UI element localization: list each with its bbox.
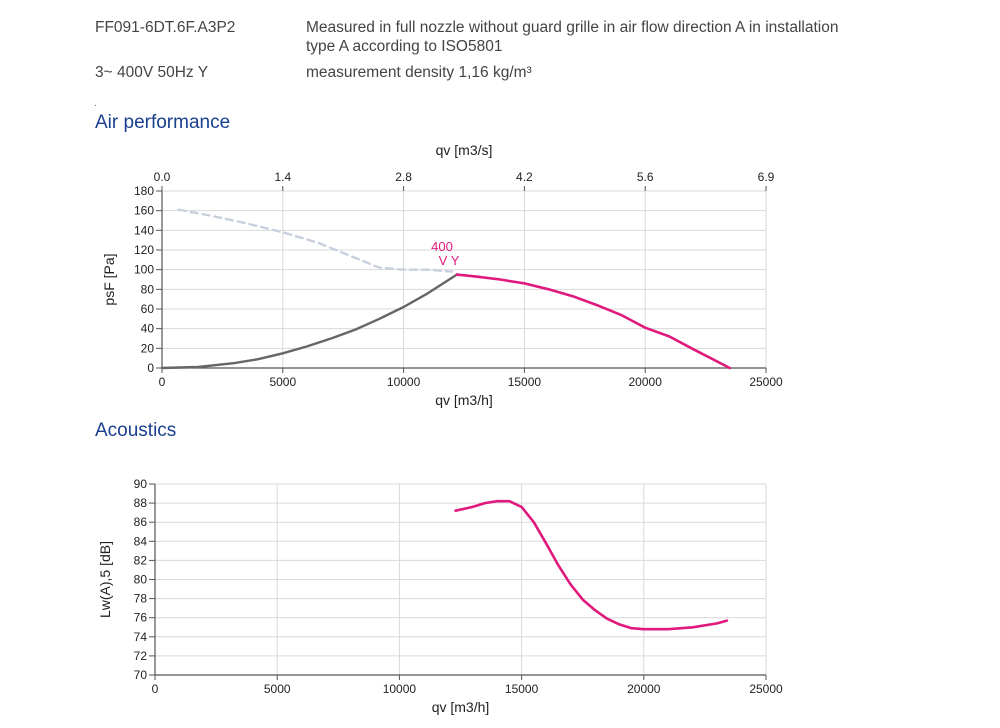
air-x2-tick-label: 1.4 <box>274 170 291 184</box>
air-y-axis-title: psF [Pa] <box>101 253 117 305</box>
acoustics-x-tick-label: 10000 <box>383 682 417 696</box>
air-x2-axis-title: qv [m3/s] <box>436 142 493 158</box>
air-x-tick-label: 15000 <box>508 375 542 389</box>
air-x2-tick-label: 6.9 <box>758 170 775 184</box>
model-number: FF091-6DT.6F.A3P2 <box>95 19 236 36</box>
measurement-description-line1: Measured in full nozzle without guard gr… <box>306 19 839 36</box>
acoustics-y-tick-label: 80 <box>134 573 148 587</box>
acoustics-y-tick-label: 70 <box>134 668 148 682</box>
air-series-line-accent <box>455 273 732 370</box>
air-series-line-gray <box>160 273 458 370</box>
measurement-density: measurement density 1,16 kg/m³ <box>306 64 532 81</box>
supply-voltage: 3~ 400V 50Hz Y <box>95 64 209 81</box>
air-x-tick-label: 20000 <box>629 375 663 389</box>
air-y-tick-label: 0 <box>147 361 154 375</box>
air-x-tick-label: 10000 <box>387 375 421 389</box>
acoustics-x-tick-label: 20000 <box>627 682 661 696</box>
acoustics-x-tick-label: 25000 <box>749 682 783 696</box>
air-x-axis-title: qv [m3/h] <box>435 392 493 408</box>
acoustics-y-axis-title: Lw(A),5 [dB] <box>97 541 113 618</box>
acoustics-title: Acoustics <box>95 420 177 441</box>
air-x2-tick-label: 2.8 <box>395 170 412 184</box>
acoustics-x-tick-label: 15000 <box>505 682 539 696</box>
air-curve-label-speed: 400 <box>431 239 453 254</box>
air-y-tick-label: 140 <box>134 223 154 237</box>
air-y-tick-label: 100 <box>134 263 154 277</box>
air-performance-title: Air performance <box>95 112 231 133</box>
air-y-tick-label: 20 <box>141 341 155 355</box>
acoustics-y-tick-label: 76 <box>134 611 148 625</box>
acoustics-x-axis-title: qv [m3/h] <box>432 699 490 715</box>
acoustics-x-tick-label: 0 <box>152 682 159 696</box>
air-y-tick-label: 160 <box>134 204 154 218</box>
acoustics-y-tick-label: 86 <box>134 515 148 529</box>
air-series-line-dashed <box>177 208 454 273</box>
air-curve-label-connection: V Y <box>439 253 460 268</box>
air-y-tick-label: 60 <box>141 302 155 316</box>
air-x2-tick-label: 0.0 <box>154 170 171 184</box>
air-x2-tick-label: 4.2 <box>516 170 533 184</box>
acoustics-x-tick-label: 5000 <box>264 682 291 696</box>
acoustics-y-tick-label: 84 <box>134 534 148 548</box>
air-y-tick-label: 80 <box>141 282 155 296</box>
acoustics-y-tick-label: 90 <box>134 477 148 491</box>
acoustics-y-tick-label: 74 <box>134 630 148 644</box>
acoustics-y-tick-label: 78 <box>134 592 148 606</box>
acoustics-y-tick-label: 88 <box>134 496 148 510</box>
air-x2-tick-label: 5.6 <box>637 170 654 184</box>
air-x-tick-label: 5000 <box>269 375 296 389</box>
measurement-description-line2: type A according to ISO5801 <box>306 38 503 55</box>
acoustics-series-line-accent <box>454 499 729 631</box>
air-y-tick-label: 40 <box>141 322 155 336</box>
air-y-tick-label: 120 <box>134 243 154 257</box>
acoustics-y-tick-label: 82 <box>134 553 148 567</box>
air-x-tick-label: 25000 <box>749 375 783 389</box>
air-x-tick-label: 0 <box>159 375 166 389</box>
air-y-tick-label: 180 <box>134 184 154 198</box>
acoustics-y-tick-label: 72 <box>134 649 148 663</box>
separator-dot: . <box>94 98 97 109</box>
